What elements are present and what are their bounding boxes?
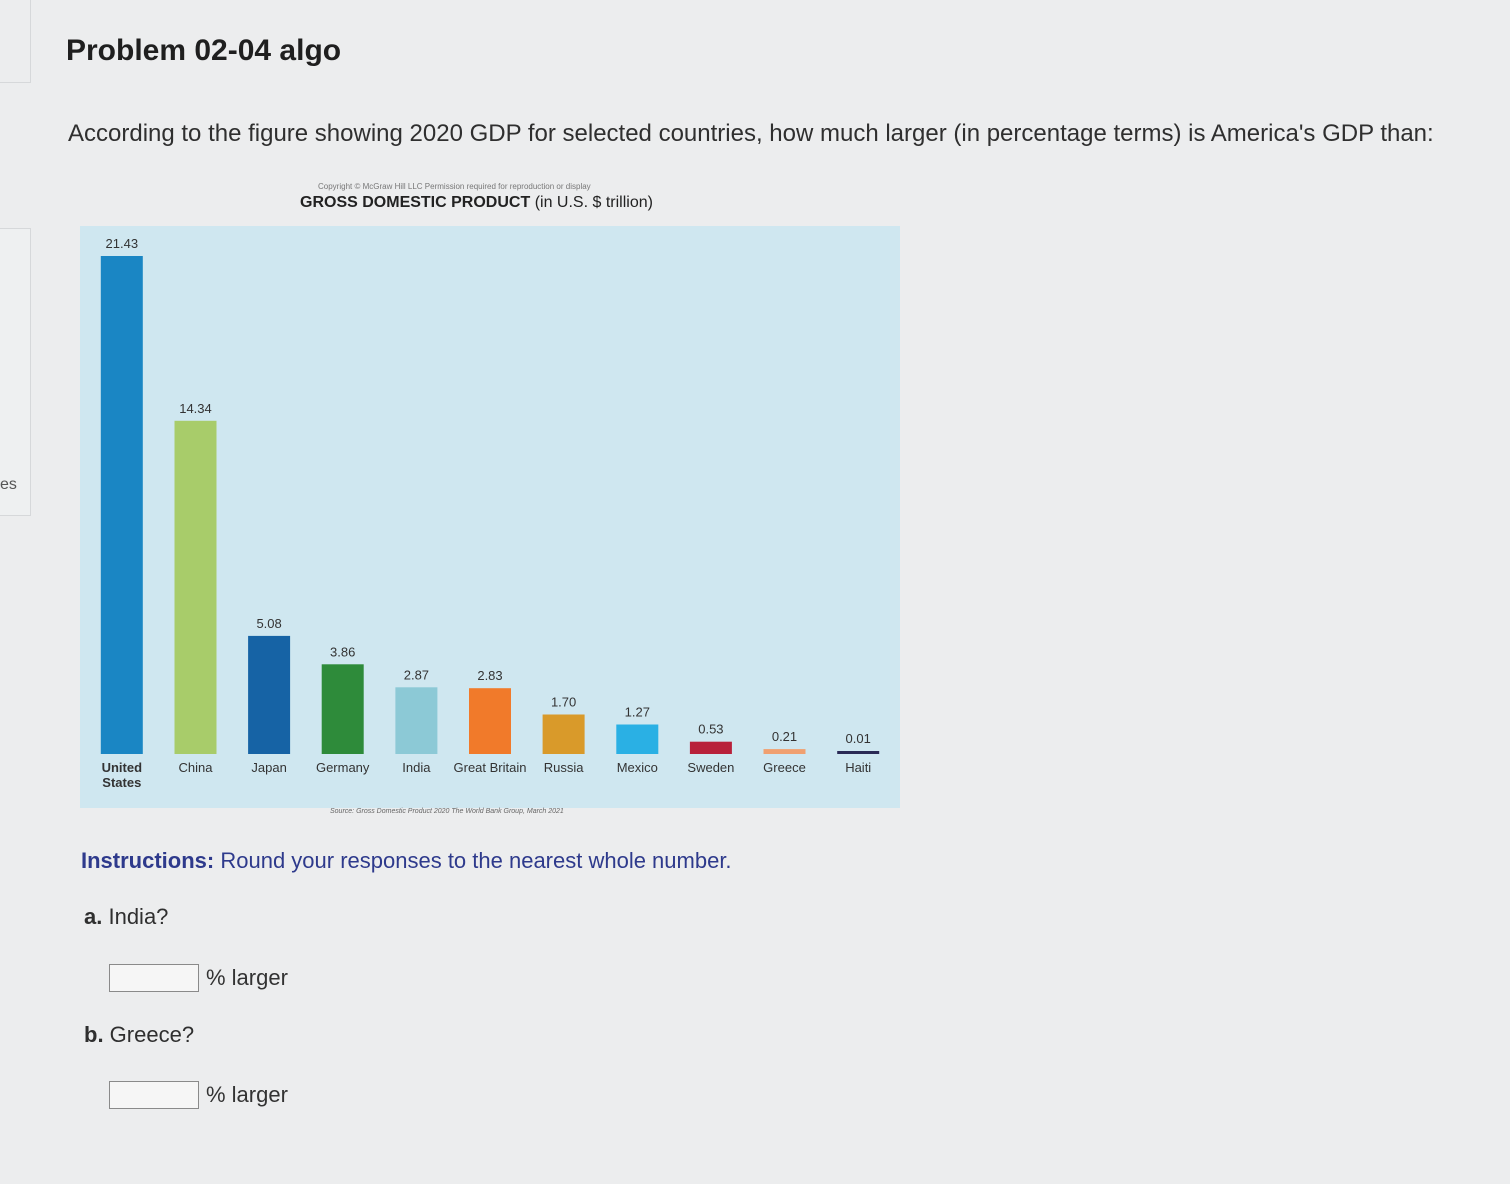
category-label: States — [102, 775, 141, 790]
category-label: United — [102, 760, 142, 775]
window-frame-corner — [0, 0, 31, 83]
instructions-prefix: Instructions: — [81, 848, 215, 873]
bar-value-label: 5.08 — [256, 616, 281, 631]
category-label: Germany — [316, 760, 370, 775]
category-label: Russia — [544, 760, 585, 775]
category-label: Japan — [251, 760, 286, 775]
instructions-text: Round your responses to the nearest whol… — [214, 848, 732, 873]
question-text: According to the figure showing 2020 GDP… — [68, 120, 1434, 147]
bar-value-label: 1.70 — [551, 695, 576, 710]
question-b-letter: b. — [84, 1022, 104, 1047]
bar-value-label: 0.21 — [772, 729, 797, 744]
category-label: Sweden — [687, 760, 734, 775]
category-label: Mexico — [617, 760, 658, 775]
bar — [248, 635, 291, 754]
bar-value-label: 3.86 — [330, 644, 355, 659]
chart-title: GROSS DOMESTIC PRODUCT (in U.S. $ trilli… — [300, 194, 653, 212]
page-title: Problem 02-04 algo — [66, 34, 342, 67]
bar-value-label: 14.34 — [179, 401, 212, 416]
bar-value-label: 2.87 — [404, 667, 429, 682]
category-label: China — [179, 760, 214, 775]
question-b-label: b. Greece? — [84, 1022, 194, 1048]
bar — [763, 749, 806, 754]
question-b-text: Greece? — [103, 1022, 195, 1047]
india-answer-input[interactable] — [109, 964, 199, 992]
bar-value-label: 0.01 — [846, 731, 871, 746]
greece-answer-input[interactable] — [109, 1081, 199, 1109]
chart-title-unit: (in U.S. $ trillion) — [534, 194, 653, 211]
question-a-letter: a. — [84, 904, 103, 929]
bar — [395, 687, 438, 754]
bar-value-label: 1.27 — [625, 705, 650, 720]
india-answer-suffix: % larger — [206, 965, 288, 990]
gdp-chart: Copyright © McGraw Hill LLC Permission r… — [68, 176, 908, 826]
bar-value-label: 0.53 — [698, 722, 723, 737]
bar-value-label: 2.83 — [477, 668, 502, 683]
bar-value-label: 21.43 — [106, 236, 139, 251]
question-a-text: India? — [102, 904, 169, 929]
instructions: Instructions: Round your responses to th… — [81, 848, 732, 874]
question-a-label: a. India? — [84, 904, 168, 930]
category-label: India — [402, 760, 431, 775]
bar — [837, 751, 880, 754]
bar — [689, 741, 732, 754]
chart-source: Source: Gross Domestic Product 2020 The … — [330, 808, 564, 815]
chart-title-main: GROSS DOMESTIC PRODUCT — [300, 194, 531, 211]
chart-copyright: Copyright © McGraw Hill LLC Permission r… — [318, 182, 591, 191]
side-panel-tab-label: es — [0, 476, 17, 493]
bar — [616, 724, 659, 754]
side-panel-tab[interactable] — [0, 228, 31, 516]
bar — [100, 256, 143, 754]
bar — [542, 714, 585, 754]
category-label: Great Britain — [454, 760, 527, 775]
bar — [321, 664, 364, 754]
greece-answer-suffix: % larger — [206, 1082, 288, 1107]
bar — [174, 420, 217, 754]
category-label: Greece — [763, 760, 806, 775]
category-label: Haiti — [845, 760, 871, 775]
bar — [469, 688, 511, 754]
